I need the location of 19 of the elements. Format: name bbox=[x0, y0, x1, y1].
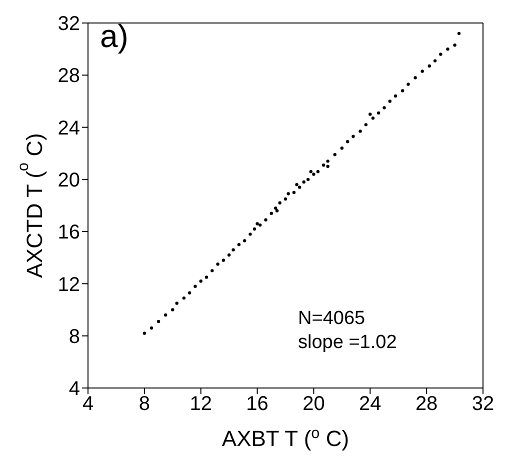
x-tick-label: 28 bbox=[415, 393, 438, 416]
y-tick-label: 32 bbox=[58, 13, 80, 36]
x-tick-label: 24 bbox=[359, 393, 382, 416]
y-tick-label: 28 bbox=[58, 65, 80, 88]
y-tick-label: 16 bbox=[58, 222, 80, 244]
x-tick-label: 20 bbox=[302, 393, 325, 416]
x-tick-label: 16 bbox=[246, 393, 268, 416]
annotation: N=4065 bbox=[298, 308, 366, 330]
y-tick-label: 12 bbox=[58, 274, 80, 296]
x-tick-label: 12 bbox=[190, 393, 212, 416]
y-tick-label: 8 bbox=[68, 326, 80, 348]
x-tick-label: 32 bbox=[472, 393, 494, 416]
x-axis-title: AXBT T ($^{o}$C) bbox=[222, 424, 350, 451]
x-tick-label: 8 bbox=[138, 393, 150, 416]
y-tick-label: 20 bbox=[58, 170, 80, 192]
y-tick-label: 4 bbox=[68, 378, 80, 400]
y-tick-label: 24 bbox=[58, 117, 80, 140]
annotation: slope =1.02 bbox=[298, 332, 397, 354]
annotation: a) bbox=[100, 18, 128, 55]
